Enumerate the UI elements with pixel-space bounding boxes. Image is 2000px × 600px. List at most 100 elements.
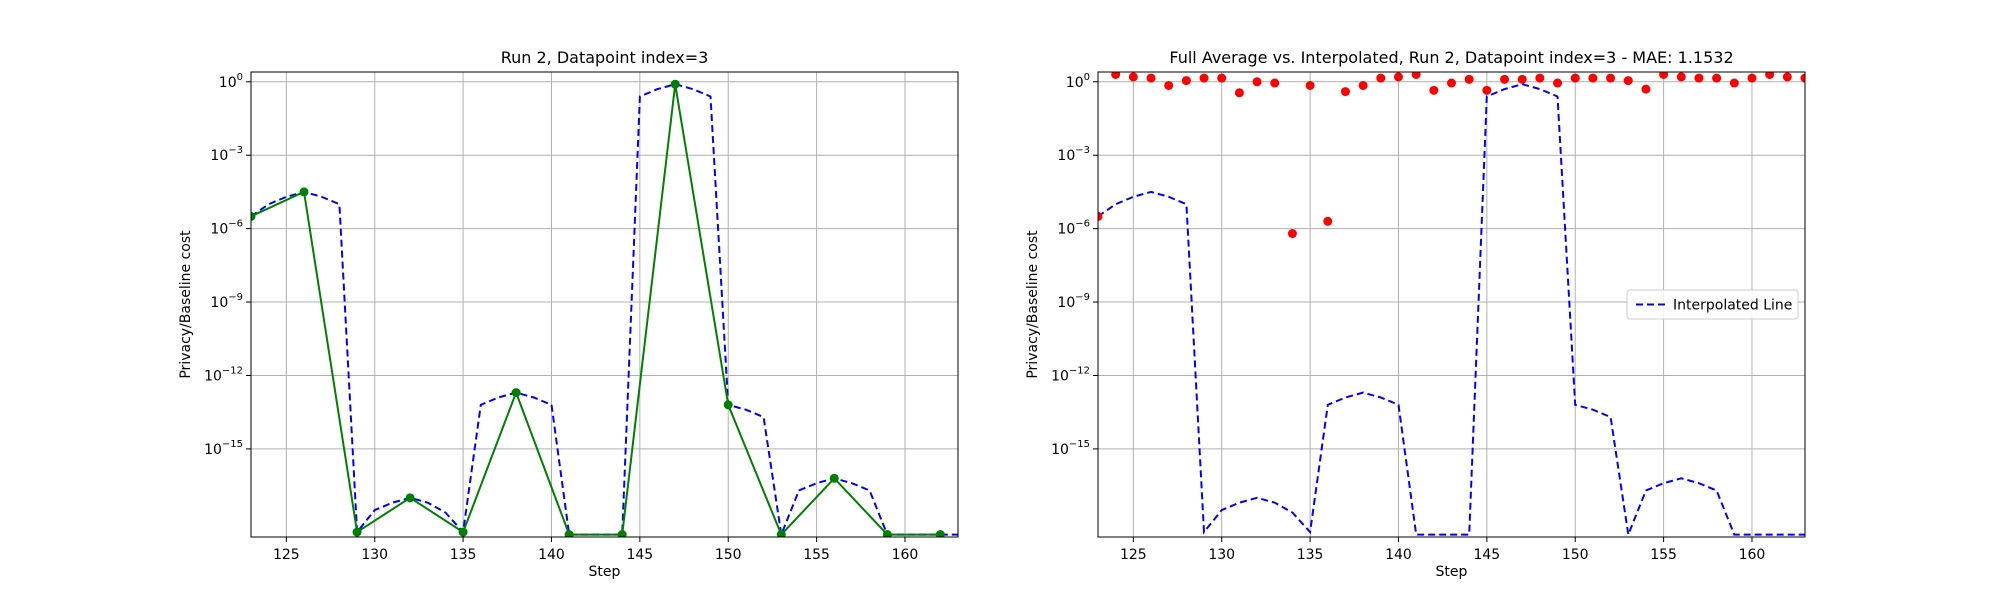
data-point (1340, 87, 1350, 97)
y-tick-label: 10−6 (210, 219, 243, 238)
y-tick-label: 10−9 (210, 292, 243, 311)
data-point (1128, 72, 1138, 82)
data-point (1164, 80, 1174, 90)
data-point (1535, 73, 1545, 83)
x-tick-label: 145 (626, 547, 653, 563)
y-tick-exponent: −3 (228, 145, 243, 156)
y-tick-exponent: −15 (222, 439, 243, 450)
data-point (1800, 73, 1805, 83)
data-point (1098, 211, 1103, 221)
y-tick-label: 10−15 (1051, 439, 1090, 458)
data-point (1447, 78, 1456, 88)
y-tick-label: 10−9 (1057, 292, 1090, 311)
x-tick-label: 155 (803, 547, 830, 563)
data-point (1181, 76, 1191, 86)
axes-frame (1097, 71, 1806, 538)
y-tick-base: 10 (210, 148, 228, 164)
data-point (564, 530, 574, 537)
x-tick-label: 130 (361, 547, 388, 563)
y-tick-exponent: −9 (228, 292, 243, 303)
x-tick-label: 160 (1739, 547, 1766, 563)
legend: Interpolated Line (1626, 289, 1799, 320)
legend-label: Interpolated Line (1673, 298, 1792, 314)
y-tick-label: 100 (1066, 72, 1090, 91)
x-tick-label: 155 (1650, 547, 1677, 563)
data-point (1323, 216, 1333, 226)
data-point (1217, 73, 1227, 83)
x-tick-label: 140 (1385, 547, 1412, 563)
y-tick-exponent: −12 (222, 365, 243, 376)
x-tick-label: 150 (715, 547, 742, 563)
x-tick-label: 125 (1120, 547, 1147, 563)
y-tick-base: 10 (219, 75, 237, 91)
data-point (1729, 78, 1739, 88)
y-tick-exponent: −3 (1075, 145, 1090, 156)
data-point (1287, 229, 1297, 239)
y-tick-label: 100 (219, 72, 243, 91)
y-tick-exponent: −12 (1069, 365, 1090, 376)
data-point (1782, 72, 1792, 82)
data-point (1765, 72, 1775, 79)
data-point (1199, 73, 1209, 83)
data-point (1305, 80, 1315, 90)
data-point (1712, 73, 1722, 83)
y-tick-exponent: −6 (228, 219, 243, 230)
data-point (352, 527, 362, 537)
y-tick-exponent: −9 (1075, 292, 1090, 303)
data-point (1588, 73, 1598, 83)
data-point (1676, 72, 1686, 82)
y-tick-exponent: −6 (1075, 219, 1090, 230)
data-point (1517, 74, 1527, 84)
series-group (251, 79, 958, 537)
y-tick-label: 10−6 (1057, 219, 1090, 238)
y-tick-label: 10−12 (1051, 365, 1090, 384)
y-tick-base: 10 (1066, 75, 1084, 91)
data-point (1623, 76, 1633, 86)
data-point (1694, 73, 1704, 83)
data-point (1146, 73, 1156, 83)
data-point (1358, 80, 1368, 90)
y-tick-base: 10 (204, 368, 222, 384)
y-tick-label: 10−3 (210, 145, 243, 164)
data-point (251, 211, 256, 221)
chart-title: Full Average vs. Interpolated, Run 2, Da… (1169, 48, 1733, 67)
x-tick-label: 150 (1562, 547, 1589, 563)
axes-frame (250, 71, 959, 538)
data-point (405, 493, 415, 503)
data-point (1500, 74, 1510, 84)
y-axis-label: Privacy/Baseline cost (1025, 230, 1041, 379)
y-axis-label: Privacy/Baseline cost (178, 230, 194, 379)
chart-right: 125 130 135 140 145 150 155 16010010−310−610−91… (1025, 48, 1806, 580)
y-tick-exponent: −15 (1069, 439, 1090, 450)
y-tick-base: 10 (1057, 295, 1075, 311)
x-axis-label: Step (1436, 564, 1468, 580)
x-tick-label: 130 (1208, 547, 1235, 563)
x-tick-label: 160 (892, 547, 919, 563)
y-tick-exponent: 0 (1084, 72, 1090, 83)
data-point (1393, 72, 1403, 82)
data-point (1464, 74, 1474, 84)
y-tick-base: 10 (1051, 368, 1069, 384)
y-tick-base: 10 (1057, 148, 1075, 164)
grid-lines (251, 72, 958, 537)
data-point (1376, 73, 1386, 83)
y-tick-label: 10−15 (204, 439, 243, 458)
data-point (299, 187, 309, 197)
y-tick-label: 10−3 (1057, 145, 1090, 164)
data-point (458, 527, 468, 537)
data-point (829, 473, 839, 483)
data-point (1641, 84, 1651, 94)
data-point (1411, 72, 1421, 79)
x-axis-label: Step (589, 564, 621, 580)
data-point (1111, 72, 1121, 79)
data-point (1659, 72, 1669, 79)
y-tick-base: 10 (210, 295, 228, 311)
x-tick-label: 135 (1297, 547, 1324, 563)
data-point (935, 530, 945, 537)
data-point (1429, 85, 1439, 95)
legend-box (1626, 289, 1799, 320)
y-tick-exponent: 0 (237, 72, 243, 83)
data-point (1606, 73, 1616, 83)
data-point (670, 79, 680, 89)
